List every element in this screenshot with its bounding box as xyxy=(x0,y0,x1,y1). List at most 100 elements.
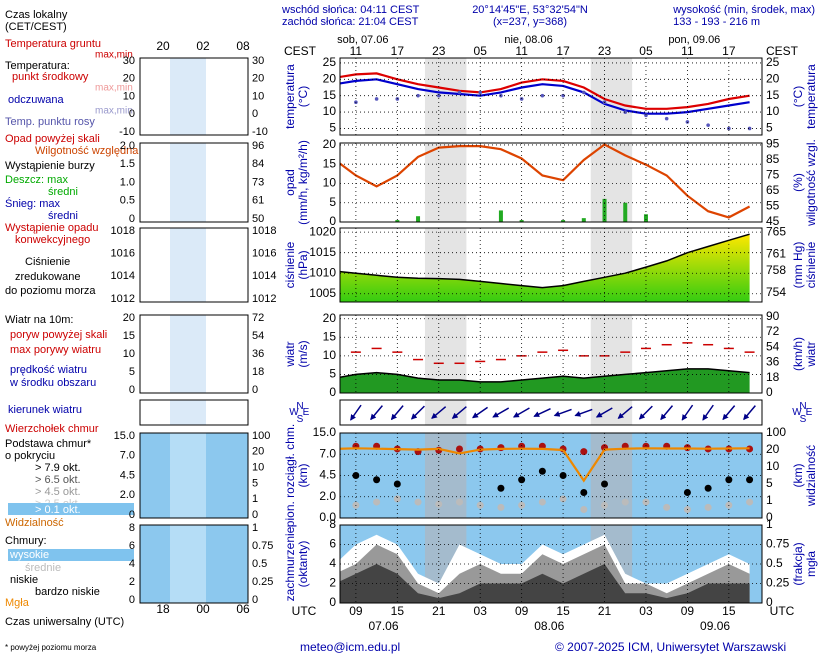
series-dot xyxy=(725,476,733,484)
series-line xyxy=(340,143,751,219)
utc-tick-label: 03 xyxy=(474,604,488,618)
cest-tick-label: 17 xyxy=(556,44,570,58)
legend-text: > 0.1 okt. xyxy=(35,504,81,516)
y2-tick-label: 754 xyxy=(766,285,786,299)
mini-frame xyxy=(139,432,249,519)
y-tick-label: 1020 xyxy=(309,224,336,238)
night-band xyxy=(424,58,467,135)
mini-tick-label: 1012 xyxy=(252,293,276,305)
y-tick-label: 0 xyxy=(329,214,336,228)
email[interactable]: meteo@icm.edu.pl xyxy=(300,640,400,654)
mini-tick-label: 7.0 xyxy=(120,450,135,462)
y2-title: (km/h) xyxy=(791,337,805,371)
series-dot xyxy=(561,93,565,98)
mini-tick-label: 1 xyxy=(252,522,258,534)
legend-text: średnie xyxy=(25,562,61,574)
mini-tick-label: 0 xyxy=(129,213,135,225)
mini-tick-label: 1016 xyxy=(252,248,276,260)
mini-tick-label: 10 xyxy=(252,462,264,474)
cest-tick-label: 23 xyxy=(598,44,612,58)
cest-tick-label: 05 xyxy=(639,44,653,58)
y2-tick-label: 765 xyxy=(766,225,786,239)
y-title: (hPa) xyxy=(296,250,310,279)
bar xyxy=(581,218,586,222)
data-layer xyxy=(340,233,750,302)
mini-tick-label: 8 xyxy=(129,522,135,534)
y2-tick-label: 90 xyxy=(766,309,780,323)
compass-label: N xyxy=(799,401,806,412)
y2-tick-label: 72 xyxy=(766,324,780,338)
bar xyxy=(623,202,628,222)
legend-text: konwekcyjnego xyxy=(15,234,90,246)
mini-night xyxy=(170,228,206,302)
mini-tick-label: 1.0 xyxy=(120,176,135,188)
mini-tick-label: 10 xyxy=(252,90,264,102)
series-area xyxy=(340,544,750,603)
y2-tick-label: 25 xyxy=(766,55,780,69)
series-dot xyxy=(414,498,422,506)
copyright: © 2007-2025 ICM, Uniwersytet Warszawski xyxy=(555,640,786,654)
y2-tick-label: 45 xyxy=(766,214,780,228)
panel: 0.0 2.0 4.5 7.0 15.0 0 1 5 10 20 100 pion. rozciągł… xyxy=(283,424,818,527)
y-title: ciśnienie xyxy=(283,241,297,288)
cest-tick-label: 11 xyxy=(350,44,363,58)
mini-tick-label: -10 xyxy=(252,126,268,138)
legend-text: Mgła xyxy=(5,597,30,609)
legend-text: Wystąpienie opadu xyxy=(5,222,98,234)
legend-text: Widzialność xyxy=(5,517,64,529)
series-dot xyxy=(436,93,441,98)
series-dot xyxy=(642,498,650,506)
legend-text: wysokie xyxy=(9,549,49,561)
mini-time-label: 02 xyxy=(196,39,210,53)
tz-label: CEST xyxy=(766,44,799,58)
mini-tick-label: 4 xyxy=(129,558,135,570)
mini-frame xyxy=(139,314,249,394)
mini-tick-label: 10 xyxy=(123,90,135,102)
y-tick-label: 8 xyxy=(329,517,336,531)
mini-tick-label: 0 xyxy=(129,108,135,120)
y-tick-label: 1015 xyxy=(309,245,336,259)
date-label: 07.06 xyxy=(368,619,398,633)
panel-bg xyxy=(340,143,762,222)
legend-text: Deszcz: max xyxy=(5,174,68,186)
wind-arrow xyxy=(451,406,467,419)
series-dot xyxy=(601,480,609,488)
mini-time-label: 08 xyxy=(236,39,250,53)
mini-frame xyxy=(139,57,249,136)
y2-tick-label: 54 xyxy=(766,339,780,353)
series-dot xyxy=(393,495,401,503)
y-tick-label: 20 xyxy=(323,311,337,325)
series-dot xyxy=(478,90,483,95)
y-tick-label: 25 xyxy=(323,55,337,69)
y2-tick-label: 20 xyxy=(766,71,780,85)
legend-text: do poziomu morza xyxy=(5,285,96,297)
series-dot xyxy=(455,445,463,453)
series-dot xyxy=(538,498,546,506)
legend-text: średni xyxy=(48,210,78,222)
y2-tick-label: 10 xyxy=(766,104,780,118)
wind-arrow xyxy=(681,404,694,421)
y-tick-label: 2 xyxy=(329,576,336,590)
panel-frame xyxy=(339,227,763,303)
compass-label: W xyxy=(792,407,802,418)
y2-tick-label: 0.25 xyxy=(766,576,790,590)
series-dot xyxy=(497,484,505,492)
y-title: (m/s) xyxy=(296,340,310,367)
bar xyxy=(602,198,607,222)
wind-arrow xyxy=(533,408,551,417)
series-dot xyxy=(623,110,628,114)
utc-tick-label: 15 xyxy=(556,604,570,618)
y2-tick-label: 10 xyxy=(766,459,780,473)
series-dot xyxy=(704,503,712,511)
series-dot xyxy=(518,476,526,484)
mini-frame xyxy=(139,142,249,223)
utc-tick-label: 15 xyxy=(391,604,405,618)
mini-tick-label: 18 xyxy=(252,366,264,378)
wind-arrow xyxy=(370,405,383,421)
y-tick-label: 15 xyxy=(323,156,337,170)
mini-tick-label: 0.5 xyxy=(252,558,267,570)
date-label: 09.06 xyxy=(700,619,730,633)
mini-tick-label: 30 xyxy=(252,55,264,67)
cest-tick-label: 05 xyxy=(474,44,488,58)
